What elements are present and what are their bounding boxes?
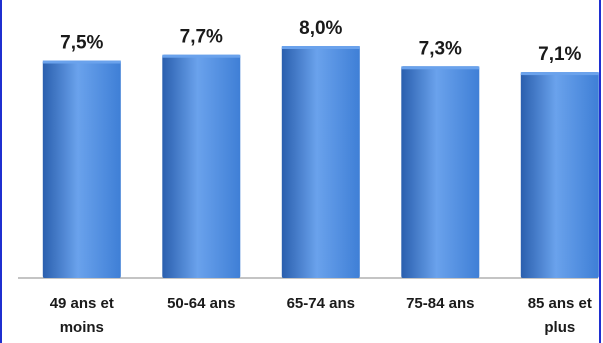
data-label-1: 7,5%	[60, 33, 103, 54]
data-labels-group: 7,5% 7,7% 8,0% 7,3% 7,1%	[60, 18, 581, 65]
bars-group	[42, 46, 599, 279]
tick-label-line: 49 ans et	[50, 295, 114, 312]
tick-label-line: 65-74 ans	[287, 295, 355, 312]
bar-2	[162, 54, 241, 279]
bar-4	[401, 66, 480, 278]
tick-label-1: 49 ans et moins	[50, 295, 114, 336]
tick-label-4: 75-84 ans	[406, 295, 474, 312]
tick-labels-group: 49 ans et moins 50-64 ans 65-74 ans 75-84 an…	[50, 295, 592, 336]
bar-top-edge-2	[162, 54, 241, 58]
tick-label-3: 65-74 ans	[287, 295, 355, 312]
data-label-2: 7,7%	[180, 27, 223, 48]
tick-label-5: 85 ans et plus	[528, 295, 592, 336]
bar-top-edge-5	[520, 72, 599, 76]
data-label-5: 7,1%	[538, 44, 581, 65]
bar-1	[42, 60, 121, 278]
tick-label-line: plus	[544, 319, 575, 336]
tick-label-line: 75-84 ans	[406, 295, 474, 312]
tick-label-line: 50-64 ans	[167, 295, 235, 312]
tick-label-line: 85 ans et	[528, 295, 592, 312]
data-label-4: 7,3%	[419, 38, 462, 59]
bar-top-edge-3	[281, 46, 360, 49]
bar-3	[281, 46, 360, 278]
tick-label-2: 50-64 ans	[167, 295, 235, 312]
tick-label-line: moins	[60, 319, 104, 336]
data-label-3: 8,0%	[299, 18, 342, 39]
bar-top-edge-1	[42, 60, 121, 64]
bar-top-edge-4	[401, 66, 480, 70]
bar-5	[520, 72, 599, 278]
